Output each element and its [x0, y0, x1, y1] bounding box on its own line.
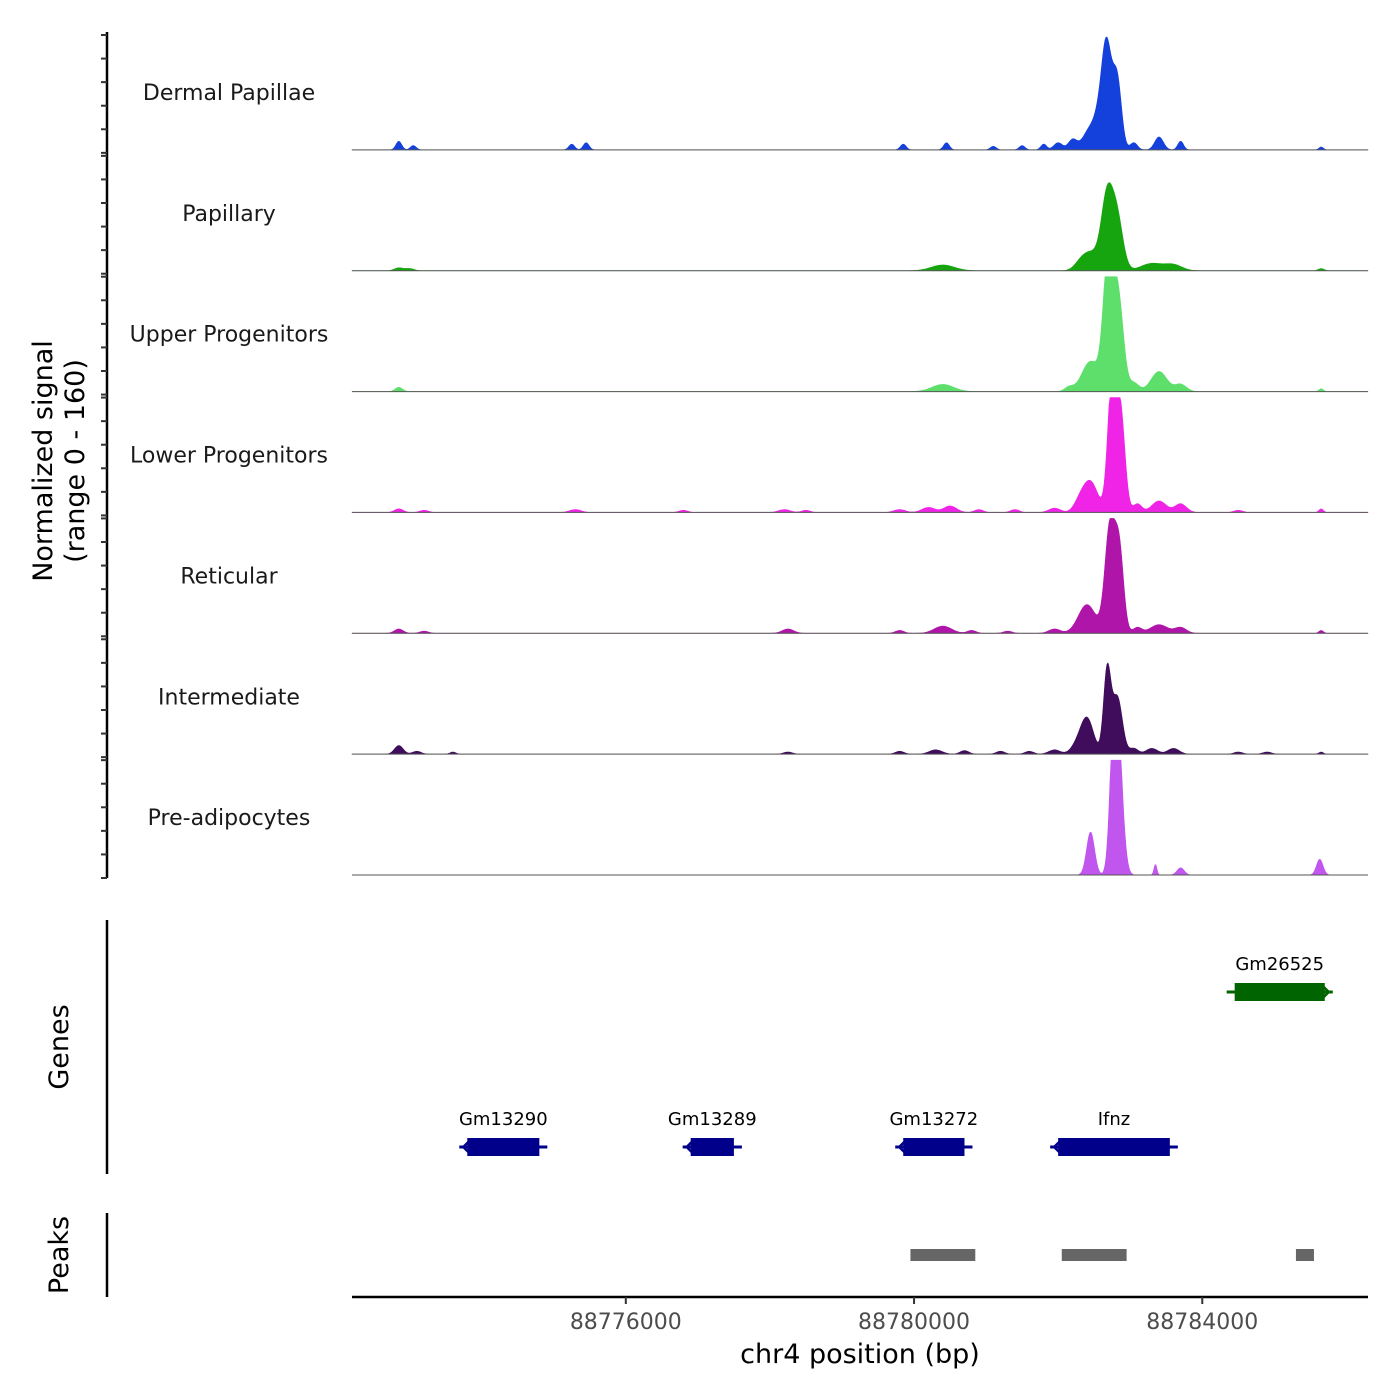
gene-gm13289: Gm13289: [668, 1109, 757, 1156]
gene-label: Ifnz: [1098, 1109, 1131, 1130]
genes-track-title: Genes: [44, 1004, 75, 1089]
strand-arrow-icon: [461, 1141, 470, 1153]
signal-tracks: Dermal Papillae Papillary Upper Progenitor…: [130, 36, 1369, 876]
peak-region-1: [1061, 1249, 1127, 1261]
signal-area-6: [352, 759, 1368, 876]
track-intermediate: Intermediate: [158, 662, 1369, 755]
peaks-track: [910, 1249, 1314, 1261]
strand-arrow-icon: [897, 1141, 906, 1153]
signal-axis-title: Normalized signal: [28, 340, 59, 582]
gene-gm13272: Gm13272: [889, 1109, 978, 1156]
signal-area-0: [351, 36, 1369, 151]
track-label: Reticular: [180, 564, 278, 589]
track-label: Upper Progenitors: [130, 323, 329, 348]
track-dermal-papillae: Dermal Papillae: [143, 36, 1369, 151]
gene-exon: [467, 1138, 540, 1156]
signal-axis-range: (range 0 - 160): [60, 359, 91, 563]
gene-annotation-track: Gm13290 Gm13289 Gm13272 Ifnz Gm26525: [459, 954, 1333, 1156]
gene-gm26525: Gm26525: [1226, 954, 1333, 1001]
gene-gm13290: Gm13290: [459, 1109, 548, 1156]
track-upper-progenitors: Upper Progenitors: [130, 276, 1369, 393]
signal-area-1: [351, 182, 1369, 272]
signal-area-3: [351, 397, 1369, 513]
gene-label: Gm13289: [668, 1109, 757, 1130]
strand-arrow-icon: [684, 1141, 693, 1153]
x-tick-label: 88776000: [570, 1310, 682, 1335]
gene-exon: [1058, 1138, 1170, 1156]
signal-y-axis: [101, 32, 109, 879]
signal-area-4: [351, 518, 1369, 634]
track-label: Dermal Papillae: [143, 81, 315, 106]
strand-arrow-icon: [1322, 986, 1331, 998]
x-tick-label: 88780000: [858, 1310, 970, 1335]
signal-area-5: [351, 662, 1369, 755]
track-label: Papillary: [182, 202, 276, 227]
gene-label: Gm26525: [1235, 954, 1324, 975]
x-axis-title: chr4 position (bp): [740, 1339, 980, 1370]
gene-exon: [690, 1138, 734, 1156]
peak-region-0: [910, 1249, 976, 1261]
gene-ifnz: Ifnz: [1050, 1109, 1178, 1156]
track-label: Pre-adipocytes: [148, 806, 311, 831]
track-papillary: Papillary: [182, 182, 1369, 272]
gene-label: Gm13290: [459, 1109, 548, 1130]
track-lower-progenitors: Lower Progenitors: [130, 397, 1369, 513]
track-reticular: Reticular: [180, 518, 1369, 634]
strand-arrow-icon: [1052, 1141, 1061, 1153]
x-tick-label: 88784000: [1146, 1310, 1258, 1335]
track-label: Intermediate: [158, 685, 300, 710]
signal-area-2: [351, 276, 1369, 392]
gene-exon: [903, 1138, 965, 1156]
track-pre-adipocytes: Pre-adipocytes: [148, 759, 1368, 876]
gene-label: Gm13272: [889, 1109, 978, 1130]
track-label: Lower Progenitors: [130, 444, 328, 469]
peaks-track-title: Peaks: [44, 1216, 75, 1294]
x-axis: 88776000 88780000 88784000: [352, 1295, 1368, 1335]
gene-exon: [1234, 983, 1325, 1001]
peak-region-2: [1295, 1249, 1314, 1261]
